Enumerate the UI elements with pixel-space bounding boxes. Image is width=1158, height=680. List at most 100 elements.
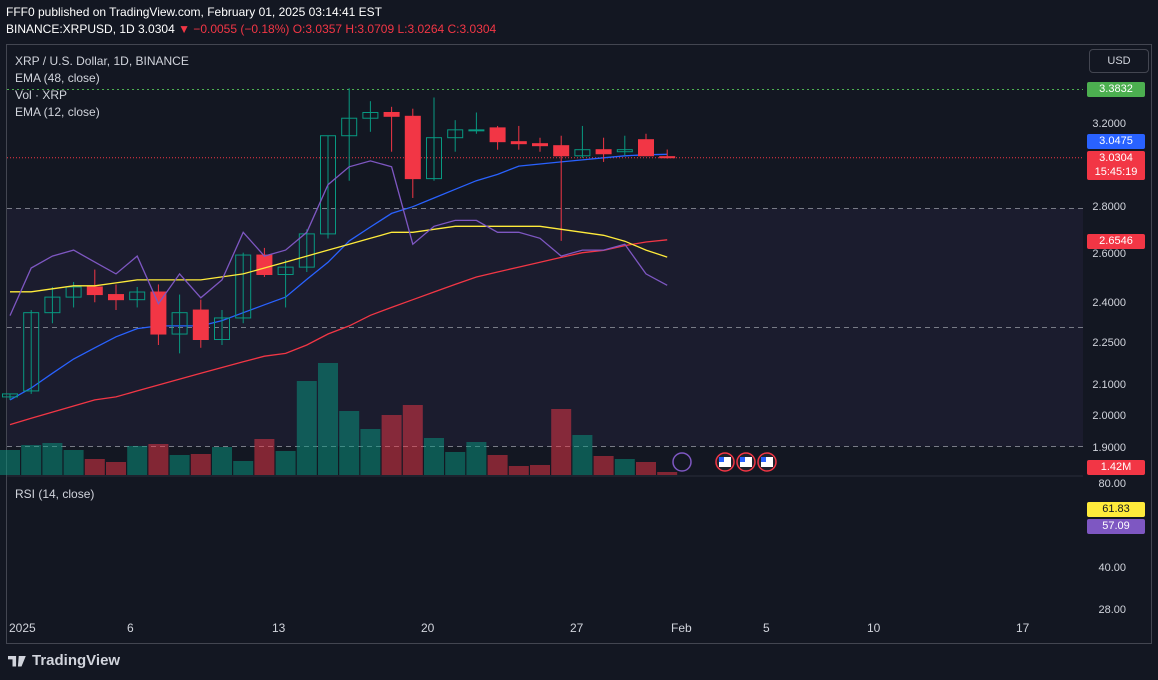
candle-body bbox=[214, 317, 230, 341]
high-line-label: 3.3832 bbox=[1087, 82, 1145, 97]
volume-bar bbox=[402, 405, 423, 475]
candle-body bbox=[235, 254, 252, 319]
volume-bar bbox=[127, 446, 148, 475]
volume-label: 1.42M bbox=[1087, 460, 1145, 475]
volume-bar bbox=[42, 443, 63, 475]
ema12-label: 3.0475 bbox=[1087, 134, 1145, 149]
volume-bar bbox=[381, 415, 402, 475]
volume-bar bbox=[508, 466, 529, 475]
candle-body bbox=[447, 129, 464, 139]
ohlc: O:3.0357 H:3.0709 L:3.0264 C:3.0304 bbox=[292, 22, 497, 36]
flag-canton bbox=[719, 457, 724, 462]
x-tick: Feb bbox=[671, 621, 692, 635]
price-tick: 2.4000 bbox=[1092, 297, 1126, 309]
volume-bar bbox=[551, 409, 572, 475]
ema48-line bbox=[9, 239, 668, 426]
price-tick: 2.2500 bbox=[1092, 337, 1126, 349]
volume-bar bbox=[169, 455, 190, 475]
volume-bar bbox=[106, 462, 126, 475]
volume-bar bbox=[296, 381, 317, 475]
volume-bar bbox=[275, 451, 296, 475]
candle-body bbox=[171, 312, 188, 335]
rsi-tick: 80.00 bbox=[1098, 478, 1126, 490]
legend-volume[interactable]: Vol · XRP bbox=[15, 88, 68, 102]
candle-body bbox=[553, 145, 570, 157]
volume-bar bbox=[21, 445, 42, 475]
candle-body bbox=[150, 291, 167, 335]
candle-body bbox=[44, 296, 61, 314]
legend-title[interactable]: XRP / U.S. Dollar, 1D, BINANCE bbox=[15, 54, 189, 68]
x-tick: 10 bbox=[867, 621, 881, 635]
legend-rsi[interactable]: RSI (14, close) bbox=[15, 487, 95, 501]
price-tick: 2.8000 bbox=[1092, 201, 1126, 213]
currency-button[interactable]: USD bbox=[1089, 49, 1149, 73]
volume-bar bbox=[339, 411, 360, 475]
candle-body bbox=[86, 286, 103, 296]
last-price: 3.0304 bbox=[138, 22, 175, 36]
x-tick: 5 bbox=[763, 621, 770, 635]
rsi-line bbox=[9, 160, 668, 316]
flag-stripes bbox=[761, 457, 773, 467]
change: ▼ −0.0055 (−0.18%) bbox=[178, 22, 290, 36]
lightning-event-icon bbox=[672, 452, 692, 472]
legend-ema12[interactable]: EMA (12, close) bbox=[15, 105, 100, 119]
volume-bar bbox=[657, 472, 678, 475]
volume-bar bbox=[636, 462, 656, 475]
volume-bar bbox=[148, 444, 169, 475]
x-tick: 20 bbox=[421, 621, 435, 635]
volume-bar bbox=[360, 429, 381, 475]
volume-bar bbox=[466, 442, 487, 475]
tradingview-logo[interactable]: TradingView bbox=[8, 652, 120, 669]
x-tick: 6 bbox=[127, 621, 134, 635]
candle-body bbox=[510, 141, 527, 145]
candle-body bbox=[489, 127, 506, 143]
published-line: FFF0 published on TradingView.com, Febru… bbox=[6, 5, 382, 19]
candle-body bbox=[65, 286, 82, 298]
volume-bar bbox=[593, 456, 614, 475]
symbol: BINANCE:XRPUSD, 1D bbox=[6, 22, 135, 36]
countdown-label: 15:45:19 bbox=[1087, 165, 1145, 180]
x-tick: 27 bbox=[570, 621, 584, 635]
volume-bar bbox=[84, 459, 105, 475]
rsi-ma-line bbox=[10, 225, 668, 293]
candle-body bbox=[426, 137, 442, 180]
tradingview-wordmark: TradingView bbox=[32, 652, 121, 669]
volume-bar bbox=[190, 454, 211, 475]
legend-ema48[interactable]: EMA (48, close) bbox=[15, 71, 100, 85]
ema48-label: 2.6546 bbox=[1087, 234, 1145, 249]
x-tick: 2025 bbox=[9, 621, 36, 635]
volume-bar bbox=[0, 450, 20, 475]
candle-body bbox=[192, 309, 209, 341]
price-tick: 1.9000 bbox=[1092, 442, 1126, 454]
candle-body bbox=[595, 149, 612, 155]
volume-bar bbox=[572, 435, 593, 475]
x-tick: 17 bbox=[1016, 621, 1030, 635]
volume-bar bbox=[530, 465, 550, 475]
candle-body bbox=[616, 149, 633, 153]
flag-stripes bbox=[740, 457, 752, 467]
volume-bar bbox=[212, 447, 232, 475]
candle-body bbox=[256, 254, 273, 275]
tradingview-icon bbox=[8, 655, 26, 667]
candle-body bbox=[129, 291, 146, 301]
candle-body bbox=[404, 115, 421, 180]
ema12-line bbox=[9, 153, 668, 401]
candle-body bbox=[341, 117, 358, 137]
volume-bar bbox=[487, 455, 508, 475]
volume-bar bbox=[424, 438, 444, 475]
candle-body bbox=[532, 143, 548, 147]
price-tick: 2.6000 bbox=[1092, 248, 1126, 260]
candle-body bbox=[23, 312, 40, 392]
volume-bar bbox=[63, 450, 84, 475]
symbol-line: BINANCE:XRPUSD, 1D 3.0304 ▼ −0.0055 (−0.… bbox=[6, 22, 496, 36]
candle-body bbox=[2, 393, 18, 398]
volume-bar bbox=[254, 439, 275, 475]
candle-body bbox=[638, 139, 654, 157]
last-price-label: 3.0304 bbox=[1087, 151, 1145, 166]
candle-body bbox=[320, 135, 336, 235]
chart-frame bbox=[6, 44, 1152, 644]
rsi-band bbox=[7, 208, 1083, 447]
x-tick: 13 bbox=[272, 621, 286, 635]
flag-stripes bbox=[719, 457, 731, 467]
